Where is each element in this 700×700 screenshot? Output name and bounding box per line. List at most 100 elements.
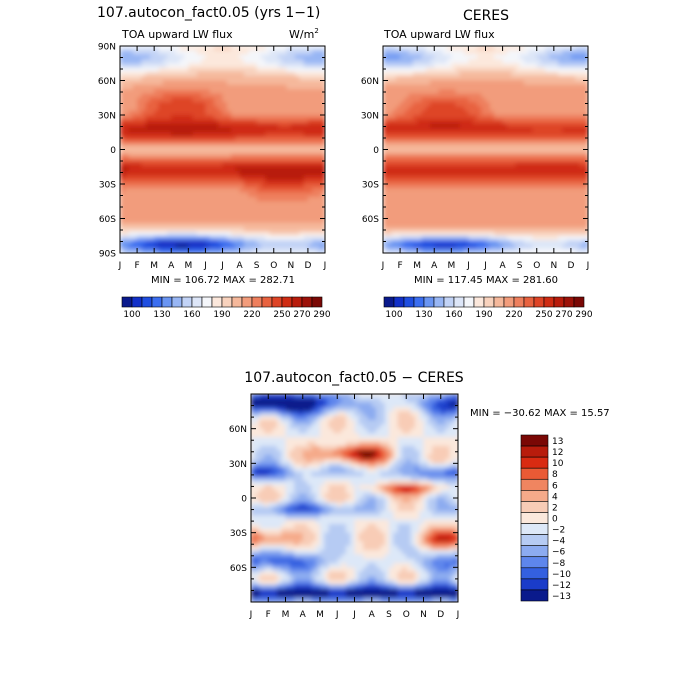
field-cell: [286, 218, 292, 224]
field-cell: [278, 171, 283, 176]
field-cell: [391, 145, 397, 151]
field-cell: [485, 162, 491, 168]
field-cell: [192, 115, 198, 120]
field-cell: [498, 222, 504, 228]
field-cell: [395, 140, 401, 146]
field-cell: [141, 46, 147, 51]
field-cell: [511, 50, 516, 56]
field-cell: [528, 171, 534, 176]
field-cell: [243, 140, 249, 146]
field-cell: [188, 54, 194, 60]
field-cell: [209, 184, 215, 189]
field-cell: [282, 119, 288, 125]
field-cell: [179, 188, 185, 194]
field-cell: [562, 184, 568, 189]
field-cell: [158, 248, 164, 253]
field-cell: [299, 218, 305, 224]
field-cell: [455, 171, 461, 176]
field-cell: [523, 179, 529, 185]
field-cell: [235, 119, 241, 125]
field-cell: [192, 209, 198, 215]
field-cell: [316, 89, 322, 95]
field-cell: [137, 80, 142, 86]
field-cell: [468, 171, 474, 176]
field-cell: [201, 71, 207, 77]
field-cell: [269, 50, 275, 56]
field-cell: [196, 145, 202, 151]
field-cell: [575, 158, 581, 164]
field-cell: [243, 171, 249, 176]
field-cell: [506, 240, 512, 245]
field-cell: [553, 240, 559, 245]
field-cell: [273, 50, 279, 56]
field-cell: [162, 102, 168, 107]
field-cell: [248, 227, 253, 233]
field-cell: [120, 102, 125, 107]
colorbar-label: 290: [575, 310, 592, 320]
field-cell: [519, 102, 525, 107]
field-cell: [252, 248, 258, 253]
field-cell: [425, 240, 431, 245]
field-cell: [154, 63, 160, 69]
field-cell: [154, 46, 160, 51]
field-cell: [328, 402, 334, 408]
field-cell: [120, 93, 125, 99]
field-cell: [303, 106, 309, 112]
field-cell: [421, 123, 427, 129]
field-cell: [235, 127, 241, 133]
field-cell: [583, 175, 588, 181]
field-cell: [549, 175, 555, 181]
field-cell: [451, 166, 457, 172]
field-cell: [201, 145, 207, 151]
field-cell: [434, 84, 440, 90]
field-cell: [141, 89, 147, 95]
field-cell: [464, 106, 470, 112]
field-cell: [562, 84, 568, 90]
field-cell: [179, 218, 185, 224]
field-cell: [451, 76, 457, 82]
field-cell: [124, 158, 130, 164]
field-cell: [282, 102, 288, 107]
field-cell: [494, 63, 499, 69]
colorbar-swatch: [483, 296, 495, 308]
field-cell: [575, 97, 581, 103]
field-cell: [192, 158, 198, 164]
field-cell: [269, 145, 275, 151]
field-cell: [387, 67, 393, 73]
field-cell: [196, 84, 202, 90]
field-cell: [558, 175, 563, 181]
field-cell: [141, 171, 147, 176]
field-cell: [192, 76, 198, 82]
field-cell: [429, 192, 435, 198]
field-cell: [282, 76, 288, 82]
field-cell: [218, 80, 224, 86]
field-cell: [231, 209, 236, 215]
field-cell: [421, 58, 427, 64]
field-cell: [256, 218, 262, 224]
field-cell: [404, 132, 410, 138]
field-cell: [312, 188, 318, 194]
field-cell: [438, 93, 444, 99]
field-cell: [162, 192, 168, 198]
field-cell: [429, 179, 435, 185]
field-cell: [579, 184, 585, 189]
field-cell: [468, 192, 474, 198]
field-cell: [320, 58, 325, 64]
field-cell: [158, 192, 164, 198]
field-cell: [459, 80, 465, 86]
field-cell: [566, 153, 572, 159]
field-cell: [558, 115, 563, 120]
field-cell: [391, 123, 397, 129]
field-cell: [175, 110, 181, 116]
field-cell: [447, 63, 452, 69]
field-cell: [256, 166, 262, 172]
field-cell: [541, 71, 546, 77]
field-cell: [137, 188, 142, 194]
field-cell: [472, 166, 478, 172]
field-cell: [515, 171, 521, 176]
field-cell: [425, 201, 431, 207]
field-cell: [472, 205, 478, 211]
field-cell: [566, 93, 572, 99]
field-cell: [489, 140, 495, 146]
field-cell: [553, 149, 559, 155]
